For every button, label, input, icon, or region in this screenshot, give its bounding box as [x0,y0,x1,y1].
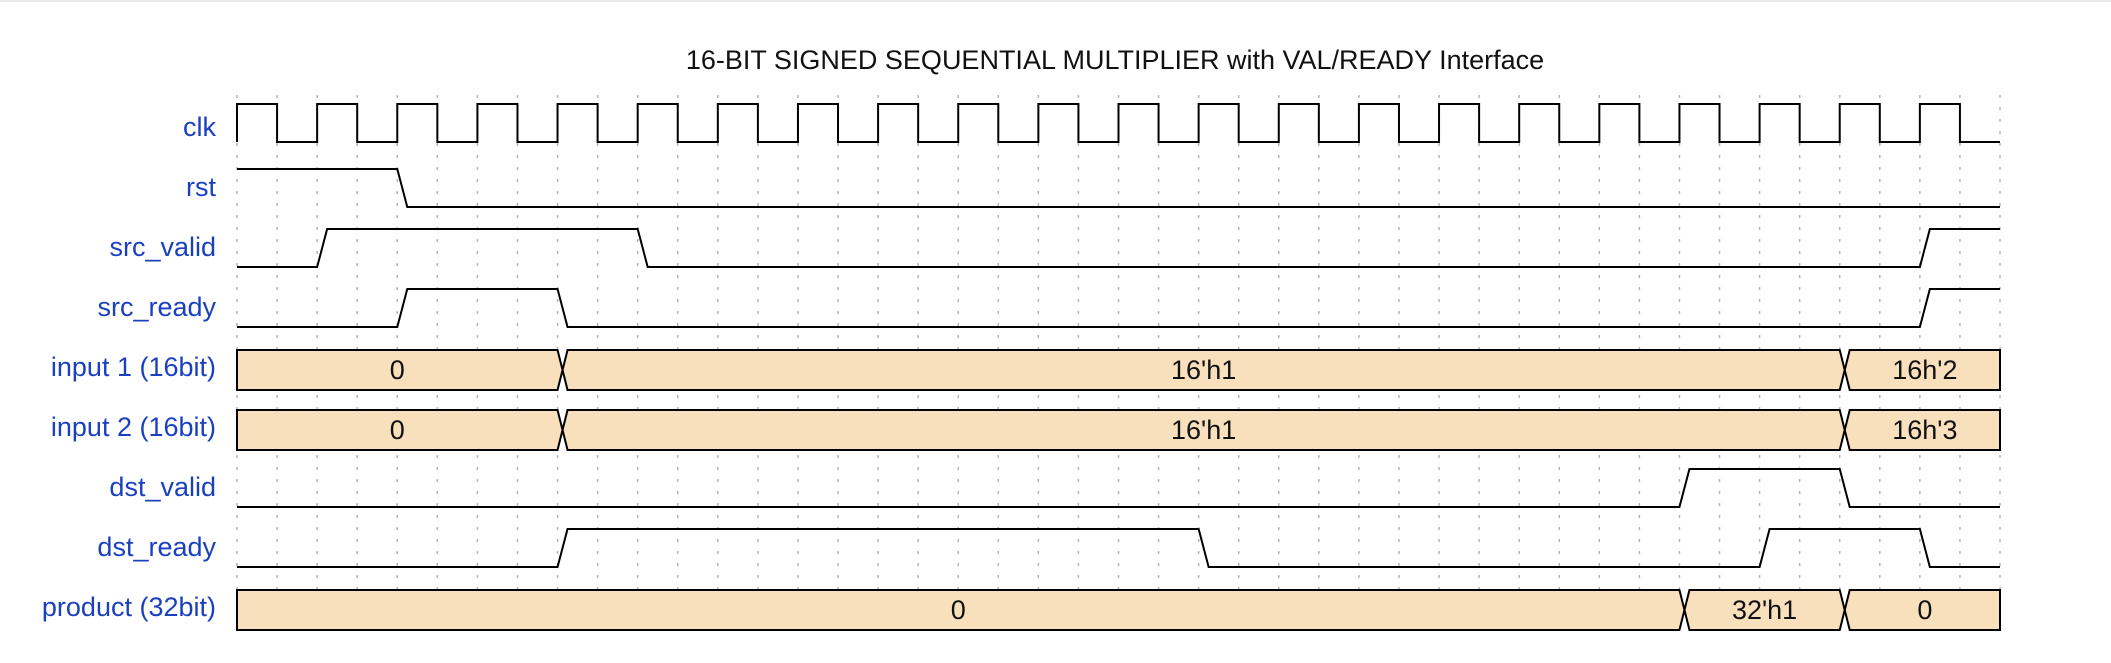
signal-row-dst-valid: dst_valid [109,468,2000,508]
bus-segment [236,409,564,451]
signal-label: input 1 (16bit) [51,352,216,382]
signal-row-src-valid: src_valid [109,228,2000,268]
signal-label: dst_ready [97,532,216,562]
bus-value: 0 [390,355,405,385]
signal-label: input 2 (16bit) [51,412,216,442]
signal-label: src_valid [109,232,216,262]
signal-label: dst_valid [109,472,216,502]
rst-waveform [237,168,2000,208]
bus-value: 16h'3 [1892,415,1957,445]
bus-value: 16'h1 [1171,415,1236,445]
signal-row-clk: clk [183,103,2000,143]
signal-row-src-ready: src_ready [97,288,2000,328]
bus-value: 32'h1 [1732,595,1797,625]
signal-row-rst: rst [186,168,2000,208]
bus-segment [1843,349,2001,391]
bus-value: 16h'2 [1892,355,1957,385]
bus-segment [1843,409,2001,451]
diagram-title: 16-BIT SIGNED SEQUENTIAL MULTIPLIER with… [686,45,1544,75]
signal-row-input-1-16bit: input 1 (16bit) 0 16'h1 16h'2 [51,349,2001,391]
signal-label: rst [186,172,216,202]
bus-value: 0 [1917,595,1932,625]
bus-value: 0 [390,415,405,445]
src-valid-waveform [237,228,2000,268]
signal-row-input-2-16bit: input 2 (16bit) 0 16'h1 16h'3 [51,409,2001,451]
bus-value: 16'h1 [1171,355,1236,385]
signal-row-dst-ready: dst_ready [97,528,2000,568]
bus-segment [1843,589,2001,631]
dst-ready-waveform [237,528,2000,568]
signal-label: src_ready [97,292,216,322]
src-ready-waveform [237,288,2000,328]
bus-segment [236,589,1686,631]
clk-waveform [236,103,2000,143]
bus-segment [236,349,564,391]
signal-label: product (32bit) [42,592,216,622]
signal-row-product-32bit: product (32bit) 0 32'h1 0 [42,589,2001,631]
bus-value: 0 [951,595,966,625]
dst-valid-waveform [237,468,2000,508]
signal-label: clk [183,112,216,142]
